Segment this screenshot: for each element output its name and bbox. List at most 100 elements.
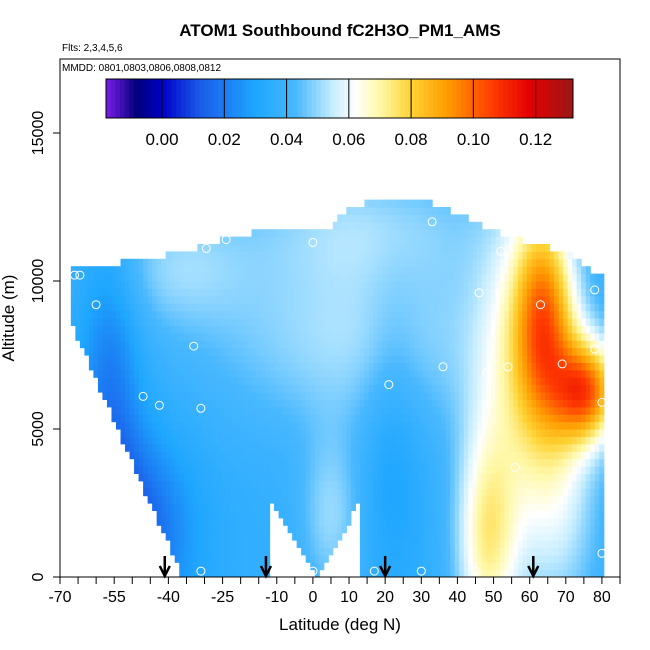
- heatmap-cell: [152, 414, 158, 423]
- heatmap-cell: [233, 303, 239, 312]
- heatmap-cell: [468, 362, 474, 371]
- heatmap-cell: [251, 495, 257, 504]
- heatmap-cell: [477, 392, 483, 400]
- heatmap-cell: [396, 310, 402, 319]
- heatmap-cell: [323, 347, 329, 356]
- heatmap-cell: [332, 332, 338, 341]
- heatmap-cell: [423, 340, 429, 349]
- heatmap-cell: [296, 332, 302, 341]
- heatmap-cell: [192, 480, 198, 489]
- heatmap-cell: [409, 325, 415, 334]
- heatmap-cell: [283, 429, 289, 437]
- heatmap-cell: [572, 554, 578, 563]
- heatmap-cell: [228, 473, 235, 482]
- heatmap-cell: [549, 495, 555, 504]
- heatmap-cell: [134, 392, 140, 400]
- heatmap-cell: [129, 325, 135, 334]
- heatmap-cell: [156, 295, 162, 304]
- heatmap-cell: [450, 229, 456, 238]
- heatmap-cell: [197, 495, 203, 504]
- heatmap-cell: [522, 429, 528, 437]
- heatmap-cell: [310, 466, 316, 474]
- heatmap-cell: [152, 273, 158, 282]
- heatmap-cell: [215, 318, 221, 326]
- heatmap-cell: [468, 503, 474, 511]
- heatmap-cell: [504, 310, 510, 319]
- heatmap-cell: [436, 266, 442, 275]
- heatmap-cell: [382, 532, 388, 541]
- heatmap-cell: [576, 547, 582, 556]
- heatmap-cell: [251, 236, 257, 245]
- heatmap-cell: [161, 347, 167, 356]
- heatmap-cell: [278, 251, 284, 260]
- heatmap-cell: [210, 318, 216, 326]
- heatmap-cell: [554, 384, 560, 393]
- heatmap-cell: [278, 495, 284, 504]
- heatmap-cell: [436, 384, 442, 393]
- heatmap-cell: [143, 362, 149, 371]
- heatmap-cell: [341, 281, 347, 289]
- heatmap-cell: [206, 399, 212, 408]
- heatmap-cell: [427, 244, 433, 252]
- heatmap-cell: [359, 451, 365, 460]
- heatmap-cell: [120, 399, 126, 408]
- heatmap-cell: [423, 221, 429, 230]
- heatmap-cell: [499, 369, 505, 378]
- heatmap-cell: [536, 251, 542, 260]
- heatmap-cell: [337, 325, 343, 334]
- heatmap-cell: [418, 369, 424, 378]
- heatmap-cell: [459, 532, 465, 541]
- heatmap-cell: [454, 488, 460, 497]
- heatmap-cell: [319, 362, 325, 371]
- heatmap-cell: [134, 451, 140, 460]
- heatmap-cell: [138, 347, 144, 356]
- heatmap-cell: [269, 495, 275, 504]
- profile-point: [196, 403, 206, 413]
- heatmap-cell: [310, 540, 316, 548]
- heatmap-cell: [355, 244, 361, 252]
- heatmap-cell: [567, 318, 573, 326]
- heatmap-cell: [206, 473, 212, 482]
- heatmap-cell: [197, 480, 203, 489]
- heatmap-cell: [391, 318, 397, 326]
- heatmap-cell: [174, 369, 180, 378]
- heatmap-cell: [201, 362, 207, 371]
- heatmap-cell: [373, 532, 379, 541]
- heatmap-cell: [129, 281, 135, 289]
- heatmap-cell: [256, 495, 262, 504]
- heatmap-cell: [283, 347, 289, 356]
- heatmap-cell: [368, 229, 375, 238]
- heatmap-cell: [472, 554, 478, 563]
- heatmap-cell: [585, 347, 591, 356]
- heatmap-cell: [337, 414, 343, 423]
- heatmap-cell: [472, 392, 478, 400]
- heatmap-cell: [396, 340, 402, 349]
- heatmap-cell: [233, 525, 239, 534]
- heatmap-cell: [310, 436, 316, 445]
- heatmap-cell: [197, 488, 203, 497]
- heatmap-cell: [558, 532, 564, 541]
- heatmap-cell: [355, 384, 361, 393]
- heatmap-cell: [106, 369, 113, 378]
- heatmap-cell: [432, 207, 438, 215]
- heatmap-cell: [246, 510, 253, 519]
- heatmap-cell: [174, 517, 180, 526]
- heatmap-cell: [364, 510, 370, 519]
- heatmap-cell: [499, 332, 505, 341]
- heatmap-cell: [359, 532, 365, 541]
- heatmap-cell: [418, 229, 424, 238]
- heatmap-cell: [125, 288, 131, 297]
- heatmap-cell: [201, 258, 207, 267]
- heatmap-cell: [481, 569, 487, 577]
- heatmap-cell: [423, 392, 429, 400]
- heatmap-cell: [567, 451, 573, 460]
- heatmap-cell: [400, 510, 406, 519]
- heatmap-cell: [563, 473, 569, 482]
- heatmap-cell: [224, 369, 230, 378]
- heatmap-cell: [359, 288, 365, 297]
- heatmap-cell: [292, 244, 298, 252]
- heatmap-cell: [283, 392, 289, 400]
- heatmap-cell: [170, 258, 176, 267]
- heatmap-cell: [237, 355, 244, 363]
- heatmap-cell: [490, 347, 496, 356]
